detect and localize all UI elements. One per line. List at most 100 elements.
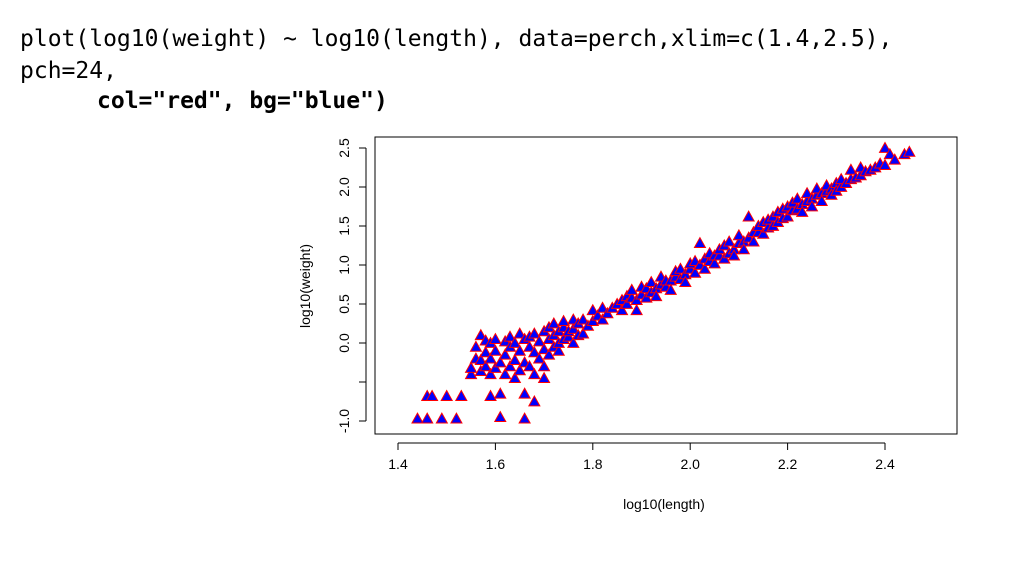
y-tick-label: -1.0	[336, 409, 352, 433]
data-point	[805, 199, 819, 212]
data-point	[678, 275, 692, 288]
data-point	[795, 205, 809, 217]
data-point	[518, 412, 531, 424]
data-point	[620, 297, 634, 309]
y-tick-label: 2.0	[336, 177, 352, 197]
data-point	[479, 359, 493, 372]
data-point	[883, 147, 897, 160]
data-point	[844, 163, 858, 175]
data-point	[464, 361, 478, 373]
data-point	[503, 359, 517, 372]
data-point	[508, 353, 522, 366]
data-point	[810, 182, 824, 194]
data-point	[566, 322, 580, 334]
data-point	[523, 359, 536, 372]
data-point	[664, 283, 678, 295]
data-point	[537, 342, 551, 355]
data-point	[557, 314, 570, 327]
y-tick-label: 0.5	[336, 294, 352, 314]
data-point	[469, 340, 483, 352]
y-axis: -1.0 0.0 0.5 1.0 1.5 2.0 2.5	[336, 138, 367, 433]
x-tick-label: 2.2	[778, 456, 798, 472]
y-tick-label: 0.0	[336, 333, 352, 353]
data-point	[513, 344, 527, 356]
x-tick-label: 1.6	[486, 456, 506, 472]
data-point	[708, 256, 721, 269]
data-point	[537, 371, 551, 383]
x-axis: 1.4 1.6 1.8 2.0 2.2 2.4	[388, 442, 895, 472]
y-tick-label: 1.5	[336, 216, 352, 236]
data-point	[484, 367, 497, 380]
data-point	[742, 210, 755, 222]
data-point	[601, 306, 614, 319]
data-point	[542, 348, 556, 360]
data-point	[640, 291, 653, 303]
data-point	[523, 340, 536, 352]
data-point	[528, 345, 541, 358]
data-point	[747, 235, 760, 247]
data-point	[625, 283, 639, 295]
data-point	[479, 345, 493, 358]
data-point	[518, 387, 531, 399]
x-tick-label: 2.0	[680, 456, 700, 472]
data-point	[781, 210, 794, 222]
data-point	[674, 262, 687, 274]
data-point	[717, 252, 731, 264]
data-point	[532, 352, 546, 364]
data-point	[547, 316, 561, 329]
data-point	[800, 186, 814, 199]
data-point	[630, 303, 643, 316]
data-point	[484, 389, 497, 401]
data-point	[454, 389, 468, 401]
data-point	[903, 145, 916, 157]
data-point	[528, 327, 541, 339]
x-axis-label: log10(length)	[623, 496, 705, 512]
data-point	[493, 387, 507, 399]
data-point	[649, 289, 663, 302]
data-point	[513, 327, 527, 339]
data-point	[474, 353, 488, 366]
x-tick-label: 1.4	[388, 456, 408, 472]
code-line-2: pch=24,	[20, 58, 117, 84]
points-layer	[411, 141, 916, 424]
data-point	[420, 412, 434, 424]
data-point	[596, 313, 609, 325]
data-point	[489, 344, 502, 356]
data-point	[562, 330, 575, 342]
data-point	[411, 412, 424, 424]
data-point	[566, 336, 580, 348]
data-point	[489, 332, 502, 344]
x-tick-label: 1.8	[583, 456, 603, 472]
data-point	[756, 227, 770, 239]
data-point	[790, 192, 804, 204]
data-point	[615, 303, 629, 316]
data-point	[596, 301, 609, 313]
x-tick-label: 2.4	[875, 456, 895, 472]
y-tick-label: 2.5	[336, 138, 352, 158]
code-line-1: plot(log10(weight) ~ log10(length), data…	[20, 26, 893, 52]
data-point	[586, 314, 600, 327]
data-point	[450, 412, 463, 424]
data-point	[484, 352, 497, 364]
data-point	[688, 266, 702, 278]
data-point	[693, 236, 707, 249]
data-point	[498, 367, 512, 380]
data-point	[474, 328, 488, 341]
data-point	[737, 242, 751, 255]
data-point	[878, 141, 892, 153]
data-point	[532, 334, 546, 347]
data-point	[698, 262, 712, 274]
data-point	[576, 313, 590, 325]
data-point	[888, 153, 902, 165]
data-point	[644, 275, 658, 288]
data-point	[508, 336, 522, 348]
data-point	[493, 410, 507, 422]
data-point	[503, 330, 517, 342]
data-point	[732, 228, 746, 241]
data-point	[435, 412, 449, 424]
code-line-3: col="red", bg="blue")	[97, 88, 388, 114]
data-point	[552, 344, 566, 356]
data-point	[528, 394, 541, 407]
data-point	[537, 359, 551, 372]
